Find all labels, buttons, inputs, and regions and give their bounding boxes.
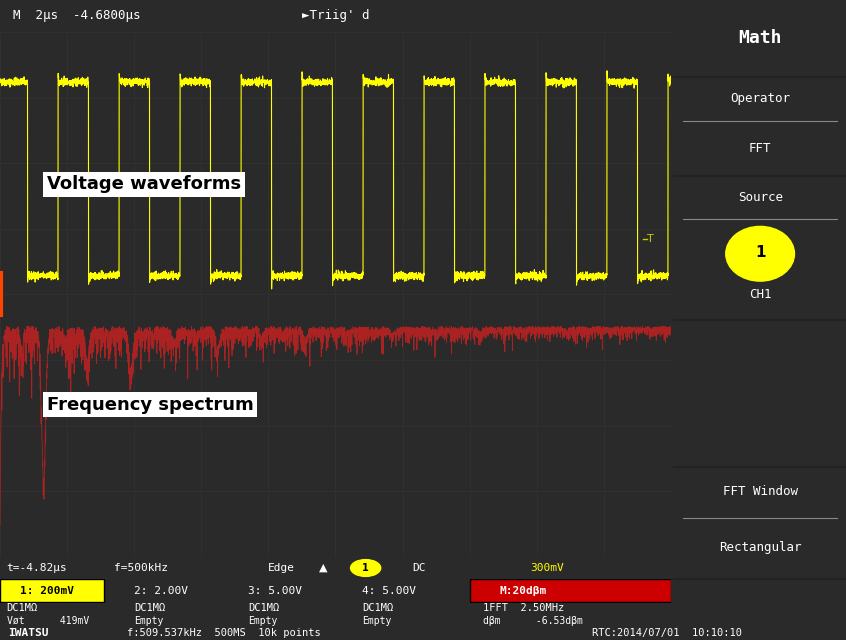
- Text: ▲: ▲: [319, 563, 327, 573]
- Text: Frequency spectrum: Frequency spectrum: [47, 396, 254, 414]
- Text: dβm      -6.53dβm: dβm -6.53dβm: [483, 616, 583, 625]
- Text: DC1MΩ: DC1MΩ: [362, 604, 393, 613]
- Text: CH1: CH1: [749, 287, 772, 301]
- Text: 4: 5.00V: 4: 5.00V: [362, 586, 416, 596]
- Text: DC: DC: [413, 563, 426, 573]
- Text: Source: Source: [738, 191, 783, 204]
- Text: Voltage waveforms: Voltage waveforms: [47, 175, 241, 193]
- Text: M  2μs  -4.6800μs: M 2μs -4.6800μs: [14, 10, 141, 22]
- Text: FFT: FFT: [749, 141, 772, 155]
- Text: Empty: Empty: [248, 616, 277, 625]
- Text: DC1MΩ: DC1MΩ: [248, 604, 279, 613]
- Text: Edge: Edge: [268, 563, 295, 573]
- Text: FFT Window: FFT Window: [722, 485, 798, 499]
- Text: 3: 5.00V: 3: 5.00V: [248, 586, 302, 596]
- Text: Operator: Operator: [730, 92, 790, 105]
- Text: Empty: Empty: [362, 616, 392, 625]
- Text: Empty: Empty: [135, 616, 163, 625]
- Ellipse shape: [350, 559, 381, 577]
- Text: Vøt      419mV: Vøt 419mV: [7, 616, 89, 625]
- Text: t=-4.82μs: t=-4.82μs: [7, 563, 68, 573]
- Text: 300mV: 300mV: [530, 563, 563, 573]
- Text: 1: 1: [755, 245, 766, 260]
- Text: DC1MΩ: DC1MΩ: [7, 604, 38, 613]
- Text: 1: 1: [362, 563, 369, 573]
- Text: M:20dβm: M:20dβm: [500, 586, 547, 596]
- Text: f=500kHz: f=500kHz: [114, 563, 168, 573]
- Text: Rectangular: Rectangular: [719, 541, 801, 554]
- Text: T: T: [647, 234, 654, 244]
- Text: 1FFT  2.50MHz: 1FFT 2.50MHz: [483, 604, 564, 613]
- Ellipse shape: [726, 227, 794, 281]
- Text: f:509.537kHz  500MS  10k points: f:509.537kHz 500MS 10k points: [127, 628, 321, 638]
- FancyBboxPatch shape: [470, 579, 671, 602]
- Text: ►Triig' d: ►Triig' d: [302, 10, 369, 22]
- Text: RTC:2014/07/01  10:10:10: RTC:2014/07/01 10:10:10: [592, 628, 742, 638]
- FancyBboxPatch shape: [0, 579, 104, 602]
- Text: Math: Math: [739, 29, 782, 47]
- Text: IWATSU: IWATSU: [8, 628, 49, 638]
- Text: 1: 200mV: 1: 200mV: [20, 586, 74, 596]
- Text: 2: 2.00V: 2: 2.00V: [135, 586, 188, 596]
- Text: DC1MΩ: DC1MΩ: [135, 604, 166, 613]
